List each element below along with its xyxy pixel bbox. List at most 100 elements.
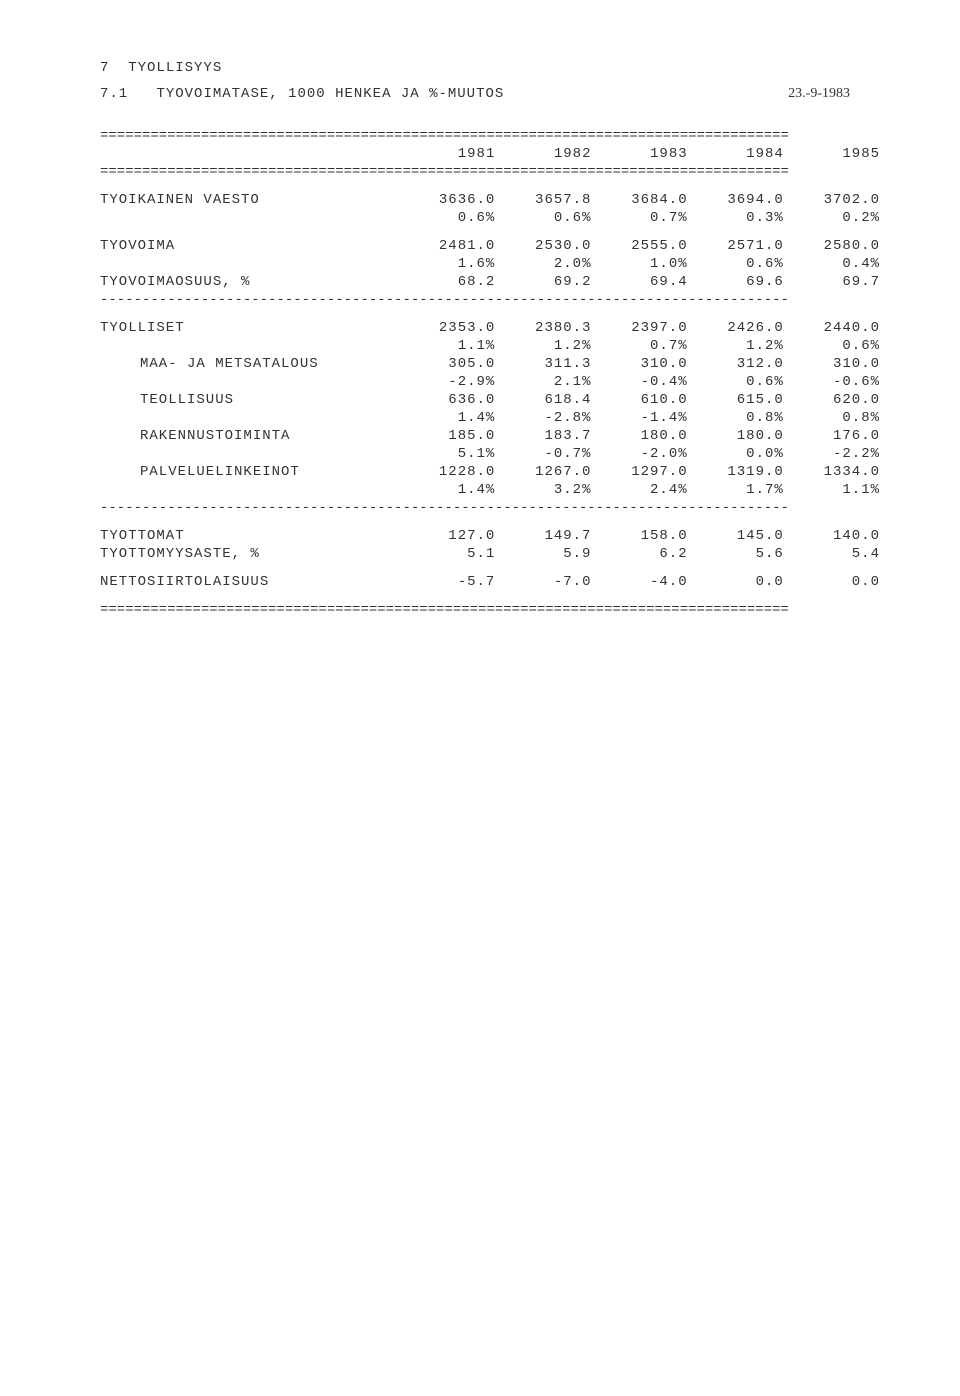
cell: 1297.0 (591, 463, 687, 481)
cell: 2380.3 (495, 319, 591, 337)
year-col: 1985 (784, 145, 880, 163)
table-row: TEOLLISUUS 636.0 618.4 610.0 615.0 620.0 (100, 391, 880, 409)
cell: 6.2 (591, 545, 687, 563)
cell: 180.0 (688, 427, 784, 445)
cell: -0.6% (784, 373, 880, 391)
cell: 69.7 (784, 273, 880, 291)
cell: 2.1% (495, 373, 591, 391)
section-title: TYOLLISYYS (128, 60, 222, 76)
row-label: NETTOSIIRTOLAISUUS (100, 573, 399, 591)
cell: 305.0 (399, 355, 495, 373)
cell: -1.4% (591, 409, 687, 427)
table-row: NETTOSIIRTOLAISUUS -5.7 -7.0 -4.0 0.0 0.… (100, 573, 880, 591)
cell: 180.0 (591, 427, 687, 445)
cell: 1.7% (688, 481, 784, 499)
cell: 620.0 (784, 391, 880, 409)
table-row-pct: 1.6% 2.0% 1.0% 0.6% 0.4% (100, 255, 880, 273)
page: 7 TYOLLISYYS 7.1 TYOVOIMATASE, 1000 HENK… (0, 0, 960, 619)
subheading-row: 7.1 TYOVOIMATASE, 1000 HENKEA JA %-MUUTO… (100, 86, 880, 127)
rule: ========================================… (100, 163, 880, 181)
subsection-title: TYOVOIMATASE, 1000 HENKEA JA %-MUUTOS (156, 86, 504, 102)
row-blank (100, 255, 399, 273)
spacer (100, 517, 880, 527)
cell: 140.0 (784, 527, 880, 545)
cell: 0.6% (784, 337, 880, 355)
cell: 176.0 (784, 427, 880, 445)
subsection-heading: 7.1 TYOVOIMATASE, 1000 HENKEA JA %-MUUTO… (100, 86, 504, 102)
cell: 1.0% (591, 255, 687, 273)
cell: -2.0% (591, 445, 687, 463)
table-row-pct: -2.9% 2.1% -0.4% 0.6% -0.6% (100, 373, 880, 391)
rule-double: ========================================… (100, 601, 880, 619)
cell: 69.6 (688, 273, 784, 291)
cell: 5.1% (399, 445, 495, 463)
cell: 145.0 (688, 527, 784, 545)
cell: 1.4% (399, 481, 495, 499)
table-row: TYOTTOMAT 127.0 149.7 158.0 145.0 140.0 (100, 527, 880, 545)
cell: 1267.0 (495, 463, 591, 481)
table-row: TYOIKAINEN VAESTO 3636.0 3657.8 3684.0 3… (100, 191, 880, 209)
cell: 618.4 (495, 391, 591, 409)
cell: 0.7% (591, 337, 687, 355)
cell: 312.0 (688, 355, 784, 373)
cell: 615.0 (688, 391, 784, 409)
cell: -4.0 (591, 573, 687, 591)
table-row-pct: 5.1% -0.7% -2.0% 0.0% -2.2% (100, 445, 880, 463)
cell: 2530.0 (495, 237, 591, 255)
cell: -2.9% (399, 373, 495, 391)
row-blank (100, 445, 399, 463)
rule: ----------------------------------------… (100, 291, 880, 309)
cell: 2571.0 (688, 237, 784, 255)
data-table: ========================================… (100, 127, 880, 619)
rule: ========================================… (100, 601, 880, 619)
cell: 5.1 (399, 545, 495, 563)
row-blank (100, 409, 399, 427)
rule: ----------------------------------------… (100, 499, 880, 517)
cell: -0.7% (495, 445, 591, 463)
cell: 310.0 (784, 355, 880, 373)
cell: 1.6% (399, 255, 495, 273)
cell: 0.6% (688, 255, 784, 273)
cell: -5.7 (399, 573, 495, 591)
row-label: MAA- JA METSATALOUS (100, 355, 399, 373)
spacer (100, 309, 880, 319)
cell: 2481.0 (399, 237, 495, 255)
cell: 185.0 (399, 427, 495, 445)
row-label: TYOTTOMAT (100, 527, 399, 545)
row-label: TYOTTOMYYSASTE, % (100, 545, 399, 563)
cell: 1228.0 (399, 463, 495, 481)
rule: ========================================… (100, 127, 880, 145)
table-row-pct: 1.1% 1.2% 0.7% 1.2% 0.6% (100, 337, 880, 355)
cell: 3694.0 (688, 191, 784, 209)
cell: 2.4% (591, 481, 687, 499)
document-date: 23.-9-1983 (788, 86, 880, 102)
cell: 0.6% (399, 209, 495, 227)
cell: 5.9 (495, 545, 591, 563)
cell: 5.6 (688, 545, 784, 563)
table-row: TYOVOIMA 2481.0 2530.0 2555.0 2571.0 258… (100, 237, 880, 255)
cell: 3636.0 (399, 191, 495, 209)
cell: -7.0 (495, 573, 591, 591)
cell: 69.2 (495, 273, 591, 291)
cell: 636.0 (399, 391, 495, 409)
cell: 5.4 (784, 545, 880, 563)
spacer (100, 563, 880, 573)
cell: 0.6% (495, 209, 591, 227)
rule-double: ========================================… (100, 163, 880, 181)
header-blank (100, 145, 399, 163)
section-heading: 7 TYOLLISYYS (100, 60, 880, 76)
year-col: 1981 (399, 145, 495, 163)
cell: 310.0 (591, 355, 687, 373)
cell: 149.7 (495, 527, 591, 545)
cell: 2440.0 (784, 319, 880, 337)
cell: 3657.8 (495, 191, 591, 209)
cell: 2.0% (495, 255, 591, 273)
row-label: TYOVOIMAOSUUS, % (100, 273, 399, 291)
cell: 69.4 (591, 273, 687, 291)
row-blank (100, 481, 399, 499)
cell: 0.0% (688, 445, 784, 463)
cell: 1334.0 (784, 463, 880, 481)
cell: 0.0 (688, 573, 784, 591)
cell: 610.0 (591, 391, 687, 409)
cell: 2397.0 (591, 319, 687, 337)
